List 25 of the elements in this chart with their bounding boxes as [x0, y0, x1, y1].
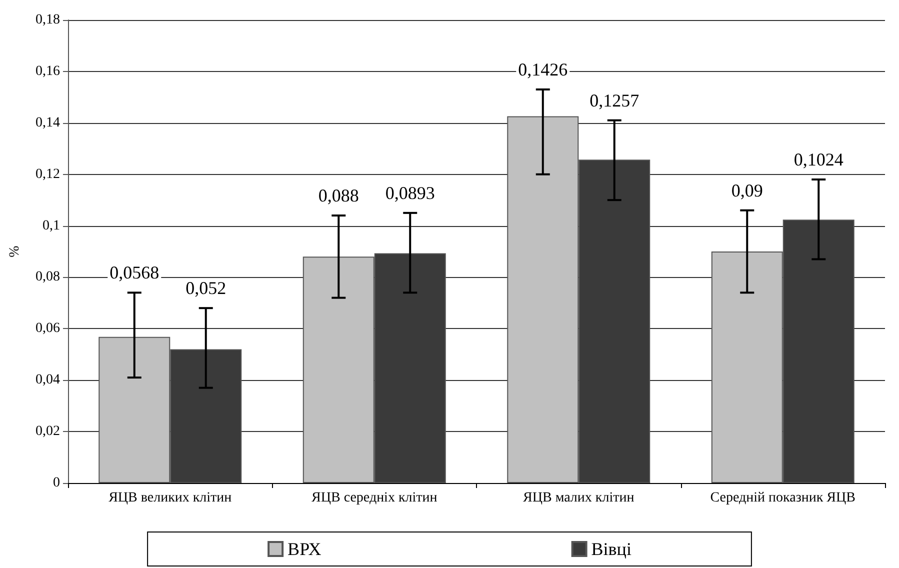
y-tick-label: 0,12	[36, 166, 60, 182]
data-label: 0,1257	[590, 90, 640, 110]
x-tick-label: ЯЦВ середніх клітин	[312, 490, 438, 506]
x-tick-label: ЯЦВ малих клітин	[523, 490, 635, 506]
y-tick-label: 0,04	[36, 372, 60, 388]
data-label: 0,1426	[518, 59, 568, 80]
y-axis-title: %	[8, 245, 22, 258]
y-tick-label: 0,02	[36, 424, 60, 440]
data-label: 0,1024	[794, 149, 844, 170]
legend-label: Вівці	[591, 539, 632, 559]
legend-label: ВРХ	[288, 539, 322, 559]
y-tick-label: 0,1	[42, 218, 60, 234]
data-label: 0,088	[318, 185, 359, 206]
y-tick-label: 0,06	[36, 321, 60, 336]
x-tick-label: ЯЦВ великих клітин	[108, 490, 232, 506]
data-label: 0,0893	[385, 182, 435, 203]
y-tick-label: 0	[53, 476, 60, 490]
data-label: 0,09	[731, 180, 763, 200]
y-tick-label: 0,18	[36, 12, 60, 28]
y-tick-label: 0,14	[36, 115, 60, 130]
x-tick-label: Середній показник ЯЦВ	[710, 490, 856, 506]
data-label: 0,052	[186, 278, 226, 298]
y-tick-label: 0,08	[36, 270, 60, 285]
data-label: 0,0568	[110, 262, 160, 283]
y-tick-label: 0,16	[36, 64, 60, 79]
